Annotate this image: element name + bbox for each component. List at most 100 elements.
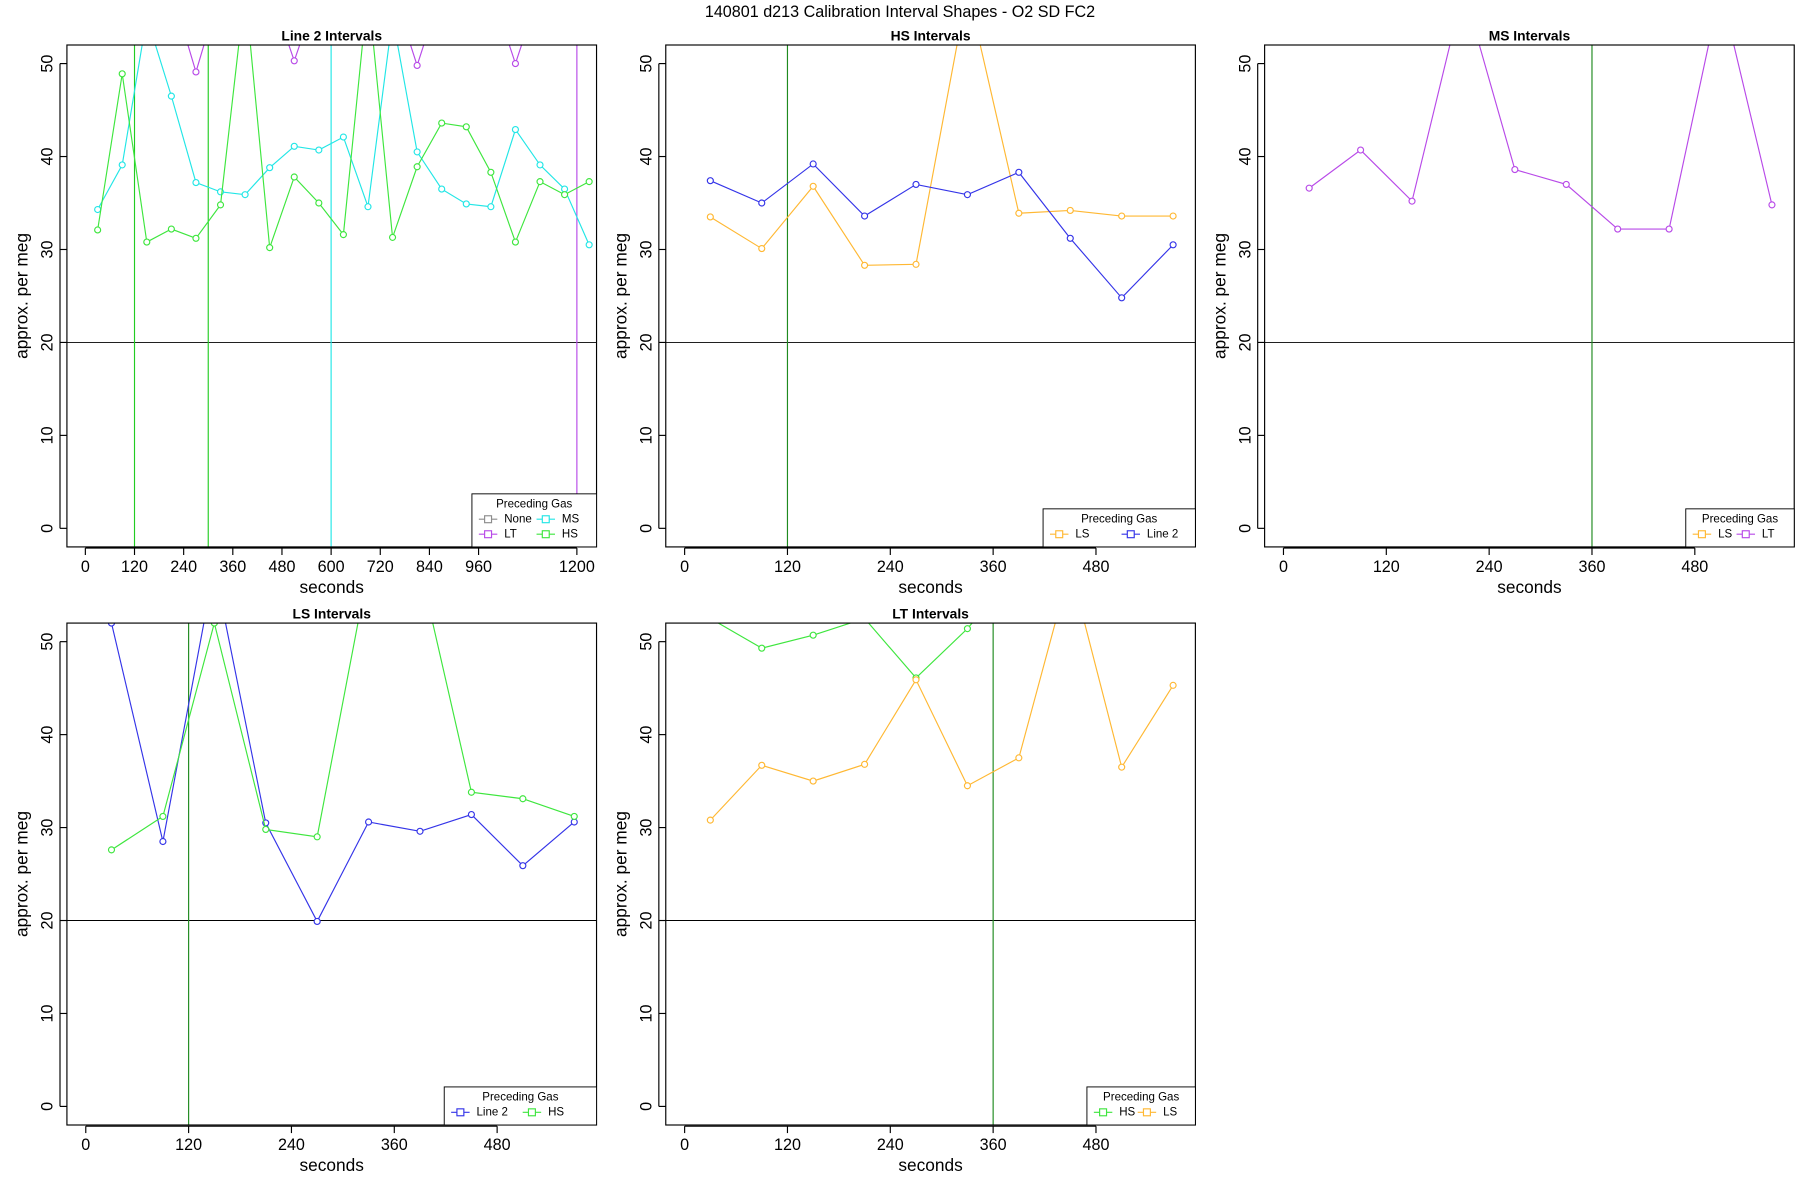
panel-title: HS Intervals xyxy=(891,28,971,44)
data-point xyxy=(388,233,397,241)
x-tick-label: 240 xyxy=(1476,558,1503,576)
data-point xyxy=(963,782,972,790)
y-tick-label: 10 xyxy=(1236,426,1254,444)
data-point xyxy=(118,70,126,78)
data-point xyxy=(266,244,274,252)
series-line xyxy=(709,623,1174,821)
legend-label: HS xyxy=(562,528,578,540)
data-point xyxy=(1169,681,1177,689)
data-point xyxy=(758,244,766,253)
data-point xyxy=(462,123,470,131)
series-line xyxy=(110,623,575,923)
x-tick-label: 0 xyxy=(81,1136,90,1154)
data-point xyxy=(192,68,200,76)
legend: Preceding Gas LS LT xyxy=(1685,508,1795,548)
data-point xyxy=(511,60,520,68)
data-point xyxy=(487,168,495,176)
legend-label: Line 2 xyxy=(477,1106,508,1118)
data-point xyxy=(413,163,421,171)
y-tick-label: 30 xyxy=(638,819,656,837)
y-tick-label: 30 xyxy=(1236,240,1254,258)
legend-symbol xyxy=(1142,1108,1151,1117)
data-point xyxy=(1066,234,1074,242)
data-point xyxy=(290,173,298,181)
data-point xyxy=(861,261,869,269)
data-point xyxy=(365,818,373,826)
series-line xyxy=(1308,44,1773,230)
data-point xyxy=(159,837,167,846)
data-point xyxy=(758,644,766,652)
data-point xyxy=(1614,225,1622,233)
y-axis-label: approx. per meg xyxy=(12,811,32,937)
data-point xyxy=(290,142,298,150)
data-point xyxy=(413,148,421,156)
data-point xyxy=(511,238,520,246)
plot-frame xyxy=(665,622,1196,1126)
y-axis-label: approx. per meg xyxy=(12,233,32,359)
x-tick-label: 360 xyxy=(980,558,1007,576)
x-tick-label: 120 xyxy=(774,558,801,576)
plot-frame xyxy=(665,44,1196,548)
x-tick-label: 0 xyxy=(680,558,689,576)
plot-area xyxy=(665,564,1196,1125)
x-tick-label: 480 xyxy=(268,558,295,576)
legend-label: HS xyxy=(548,1106,564,1118)
data-point xyxy=(313,833,321,841)
y-tick-label: 20 xyxy=(39,912,57,930)
x-tick-label: 480 xyxy=(484,1136,511,1154)
y-tick-label: 40 xyxy=(638,148,656,166)
data-point xyxy=(963,191,972,199)
plot-frame xyxy=(66,622,598,1126)
y-axis-label: approx. per meg xyxy=(1209,233,1229,359)
panel: Line 2 Intervals 0 10 20 30 40 50 0 120 240 360 480… xyxy=(12,28,598,597)
legend: Preceding Gas None LT MS HS xyxy=(471,493,597,548)
data-point xyxy=(706,177,714,185)
legend-symbol xyxy=(541,515,550,524)
legend-label: LS xyxy=(1075,528,1089,540)
data-point xyxy=(1016,564,1022,570)
panel-title: Line 2 Intervals xyxy=(281,28,382,44)
data-point xyxy=(462,200,470,208)
plot-area xyxy=(66,623,597,1125)
panel: LS Intervals 0 10 20 30 40 50 0 120 240 360 480 seco… xyxy=(12,606,598,1175)
x-tick-label: 240 xyxy=(278,1136,305,1154)
legend-label: HS xyxy=(1119,1106,1135,1118)
data-point xyxy=(416,827,424,835)
y-axis-label: approx. per meg xyxy=(610,811,630,937)
y-tick-label: 30 xyxy=(39,819,57,837)
data-point xyxy=(413,61,421,70)
data-point xyxy=(339,231,347,239)
y-tick-label: 0 xyxy=(638,1102,656,1111)
legend-box xyxy=(471,493,597,548)
data-point xyxy=(290,57,298,65)
legend-label: LS xyxy=(1718,528,1732,540)
data-point xyxy=(707,615,713,621)
legend-symbol xyxy=(1099,1108,1108,1117)
legend-title: Preceding Gas xyxy=(1103,1091,1179,1103)
legend-label: None xyxy=(504,513,532,525)
y-tick-label: 40 xyxy=(39,726,57,744)
legend-title: Preceding Gas xyxy=(1081,513,1157,525)
panel-title: LT Intervals xyxy=(892,606,969,622)
data-point xyxy=(1357,146,1365,154)
legend-box xyxy=(443,1086,597,1126)
legend-box xyxy=(1086,1086,1196,1126)
data-point xyxy=(1665,225,1673,233)
x-tick-label: 720 xyxy=(367,558,394,576)
x-tick-label: 120 xyxy=(1373,558,1400,576)
legend-label: LS xyxy=(1163,1106,1177,1118)
x-tick-label: 480 xyxy=(1083,558,1110,576)
data-point xyxy=(519,862,527,870)
legend-symbol xyxy=(1741,530,1750,539)
data-point xyxy=(706,213,714,221)
legend-symbol xyxy=(484,530,493,539)
figure-title: 140801 d213 Calibration Interval Shapes … xyxy=(705,3,1095,21)
y-tick-label: 0 xyxy=(1236,524,1254,533)
legend-box xyxy=(1042,508,1196,548)
x-axis-label: seconds xyxy=(898,1155,963,1175)
y-tick-label: 50 xyxy=(638,633,656,651)
x-tick-label: 480 xyxy=(1083,1136,1110,1154)
data-point xyxy=(339,133,347,141)
data-point xyxy=(1408,197,1416,205)
data-point xyxy=(467,810,475,819)
